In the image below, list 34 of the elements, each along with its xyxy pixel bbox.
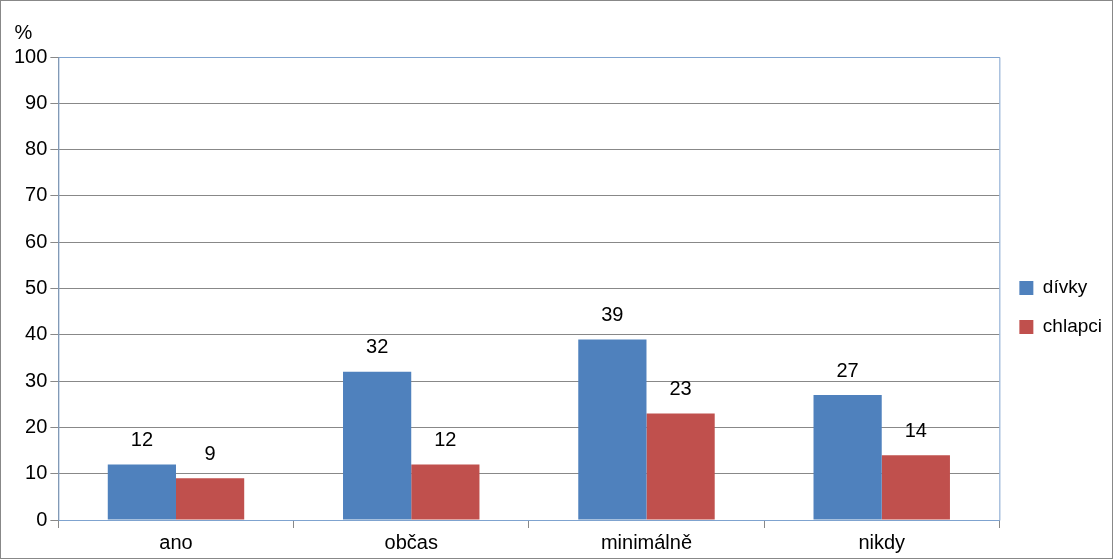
bar (107, 464, 176, 520)
x-tick-label: minimálně (600, 530, 693, 553)
y-axis-title: % (14, 20, 33, 43)
bar (813, 394, 882, 520)
y-tick-label: 20 (25, 414, 48, 437)
bar (881, 455, 950, 520)
y-tick-label: 40 (25, 322, 48, 345)
x-tick-label: ano (159, 530, 193, 553)
data-label: 39 (601, 302, 624, 325)
bar (175, 478, 245, 520)
data-label: 14 (904, 418, 927, 441)
bar (646, 413, 715, 520)
legend-label: chlapci (1042, 315, 1103, 337)
x-tick-label: nikdy (858, 530, 906, 553)
x-tick-label: občas (384, 530, 438, 553)
data-label: 23 (669, 377, 692, 400)
y-tick-label: 80 (25, 137, 48, 160)
y-tick-label: 100 (13, 44, 48, 67)
data-label: 27 (836, 358, 859, 381)
y-tick-label: 0 (36, 507, 48, 530)
data-label: 12 (130, 427, 154, 450)
y-tick-label: 10 (25, 461, 48, 484)
data-label: 9 (204, 441, 216, 464)
y-tick-label: 70 (25, 183, 48, 206)
y-tick-label: 60 (25, 229, 48, 252)
legend-label: dívky (1042, 276, 1088, 298)
bar (343, 371, 412, 520)
data-label: 32 (366, 335, 389, 358)
bar (411, 464, 480, 520)
y-tick-label: 50 (25, 276, 48, 299)
bar (578, 339, 647, 520)
data-label: 12 (434, 427, 457, 450)
y-tick-label: 30 (25, 368, 48, 391)
y-tick-label: 90 (25, 90, 48, 113)
